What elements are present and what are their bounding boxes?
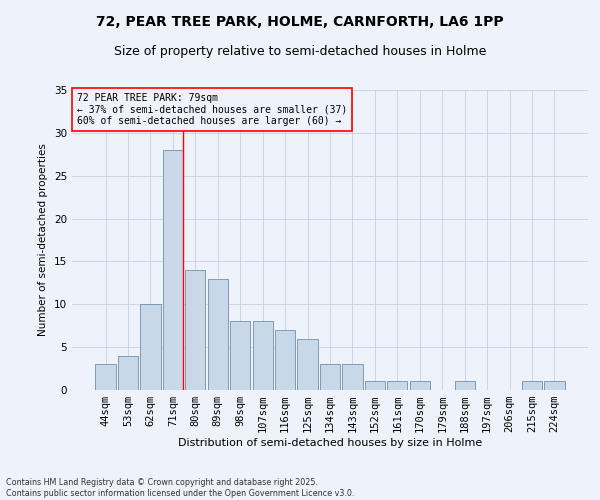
Bar <box>343 364 362 390</box>
Bar <box>387 382 407 390</box>
Bar <box>320 364 340 390</box>
Text: Contains HM Land Registry data © Crown copyright and database right 2025.
Contai: Contains HM Land Registry data © Crown c… <box>6 478 355 498</box>
Text: 72, PEAR TREE PARK, HOLME, CARNFORTH, LA6 1PP: 72, PEAR TREE PARK, HOLME, CARNFORTH, LA… <box>96 15 504 29</box>
Bar <box>118 356 138 390</box>
Bar <box>410 382 430 390</box>
Bar <box>185 270 205 390</box>
Bar <box>365 382 385 390</box>
Bar <box>163 150 183 390</box>
Text: 72 PEAR TREE PARK: 79sqm
← 37% of semi-detached houses are smaller (37)
60% of s: 72 PEAR TREE PARK: 79sqm ← 37% of semi-d… <box>77 93 347 126</box>
Bar <box>275 330 295 390</box>
Bar <box>208 278 228 390</box>
Text: Size of property relative to semi-detached houses in Holme: Size of property relative to semi-detach… <box>114 45 486 58</box>
Bar <box>140 304 161 390</box>
Bar <box>253 322 273 390</box>
Y-axis label: Number of semi-detached properties: Number of semi-detached properties <box>38 144 49 336</box>
Bar <box>522 382 542 390</box>
Bar <box>95 364 116 390</box>
X-axis label: Distribution of semi-detached houses by size in Holme: Distribution of semi-detached houses by … <box>178 438 482 448</box>
Bar <box>455 382 475 390</box>
Bar <box>230 322 250 390</box>
Bar <box>544 382 565 390</box>
Bar <box>298 338 317 390</box>
